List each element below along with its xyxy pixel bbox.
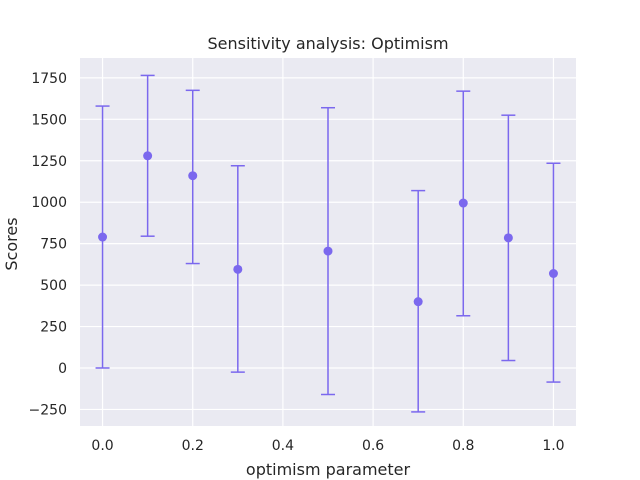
data-point xyxy=(143,151,153,161)
y-tick-label: 750 xyxy=(40,237,67,253)
x-tick-label: 0.4 xyxy=(272,438,294,454)
data-point-group xyxy=(456,90,471,317)
data-point-group xyxy=(321,106,335,396)
error-bar-series xyxy=(95,74,561,413)
data-point-group xyxy=(411,189,426,413)
y-tick-label: 1750 xyxy=(31,71,67,87)
data-point-group xyxy=(230,164,245,373)
x-tick-label: 0.8 xyxy=(452,438,474,454)
x-tick-label: 0.6 xyxy=(362,438,384,454)
chart-title: Sensitivity analysis: Optimism xyxy=(207,34,448,53)
x-tick-label: 0.2 xyxy=(182,438,204,454)
data-point-group xyxy=(185,89,200,265)
x-axis-ticks: 0.0 0.2 0.4 0.6 0.8 1.0 xyxy=(91,438,564,454)
data-point xyxy=(98,232,108,242)
y-tick-label: 1250 xyxy=(31,154,67,170)
data-point xyxy=(503,233,513,243)
x-axis-label: optimism parameter xyxy=(246,460,411,479)
y-tick-label: 1500 xyxy=(31,112,67,128)
x-tick-label: 1.0 xyxy=(542,438,564,454)
x-tick-label: 0.0 xyxy=(91,438,113,454)
y-tick-label: 1000 xyxy=(31,195,67,211)
data-point xyxy=(233,264,243,274)
y-tick-label: 0 xyxy=(58,361,67,377)
data-point xyxy=(548,268,558,278)
data-point-group xyxy=(501,114,516,362)
y-tick-label: −250 xyxy=(29,402,67,418)
data-point-group xyxy=(95,105,110,369)
data-point xyxy=(323,246,333,256)
data-point-group xyxy=(140,74,155,237)
y-axis-ticks: −250 0 250 500 750 1000 1250 1500 1750 xyxy=(29,71,67,419)
data-point xyxy=(188,171,198,181)
y-axis-label: Scores xyxy=(2,217,21,270)
data-point-group xyxy=(546,162,561,383)
data-point xyxy=(458,198,468,208)
y-tick-label: 500 xyxy=(40,278,67,294)
data-point xyxy=(413,297,423,307)
y-tick-label: 250 xyxy=(40,320,67,336)
